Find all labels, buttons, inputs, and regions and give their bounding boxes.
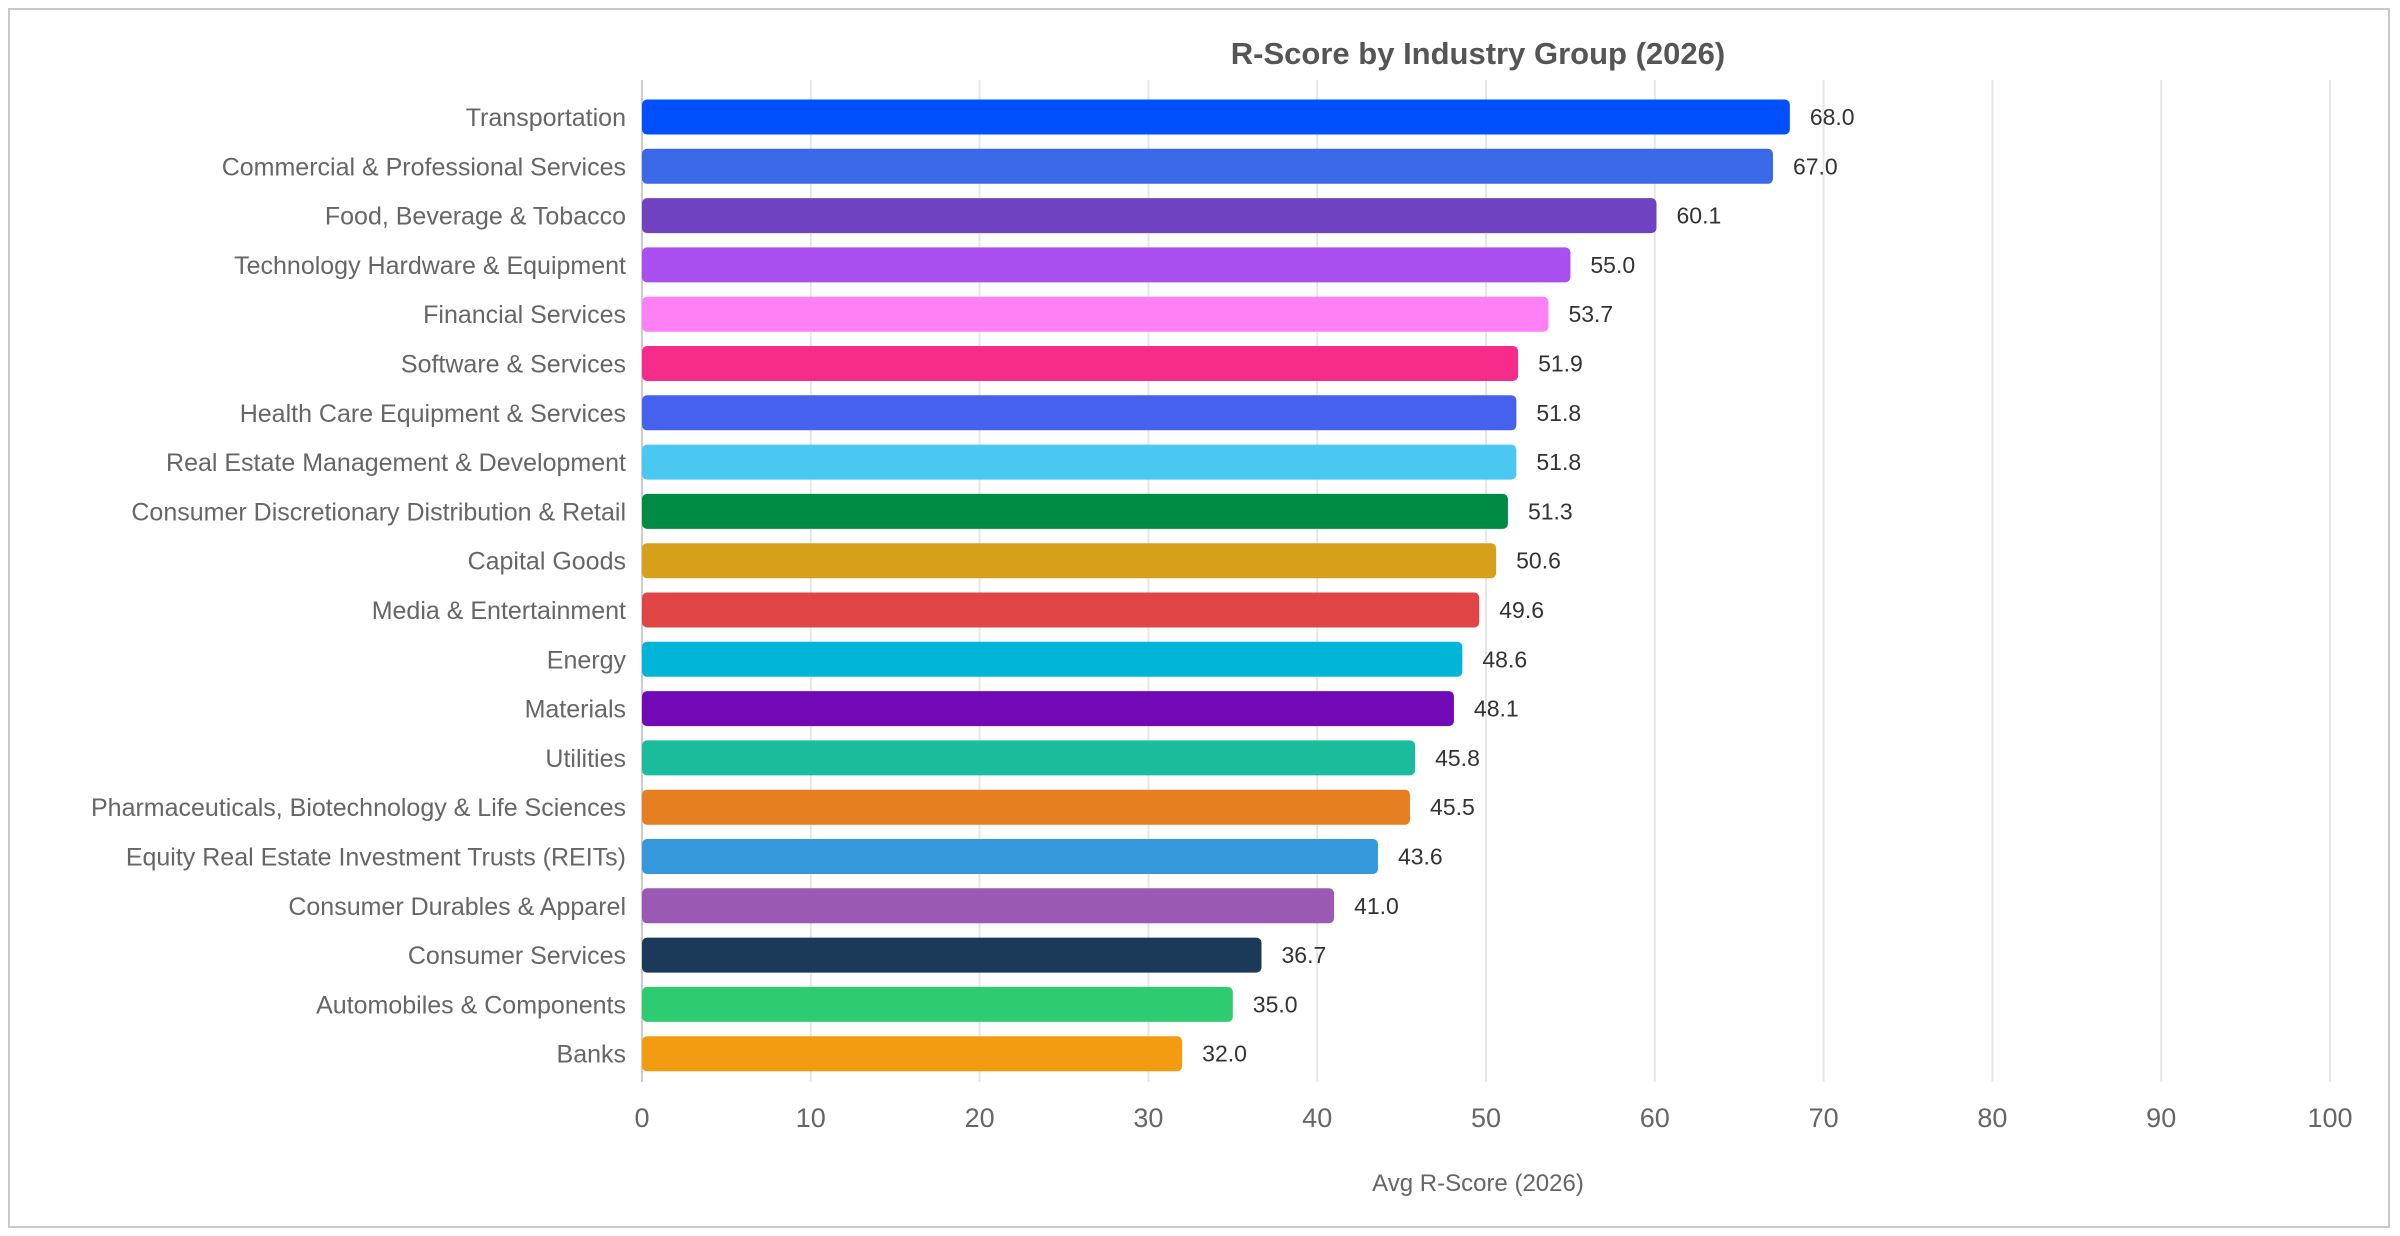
x-tick-label: 60 [1640,1103,1670,1133]
data-label: 43.6 [1398,844,1443,870]
x-tick-label: 20 [965,1103,995,1133]
category-label: Banks [557,1041,626,1069]
bar-chart: Transportation Commercial & Professional … [91,36,2353,1197]
data-label: 51.8 [1536,449,1581,475]
bar [642,789,1411,825]
bar [642,493,1508,529]
bar [642,740,1416,776]
category-label: Energy [547,646,627,674]
data-label: 68.0 [1810,104,1855,130]
category-label: Transportation [466,104,626,132]
category-label: Food, Beverage & Tobacco [325,203,626,231]
data-label: 48.6 [1482,646,1527,672]
bar [642,99,1790,135]
chart-title: R-Score by Industry Group (2026) [1231,36,1725,71]
bar [642,641,1463,677]
x-axis-ticks: 0 10 20 30 40 50 60 70 80 90 100 [634,1103,2352,1133]
bar [642,444,1517,480]
category-label: Consumer Durables & Apparel [288,893,626,921]
bar [642,691,1454,727]
data-label: 49.6 [1499,597,1544,623]
data-label: 51.9 [1538,351,1583,377]
x-tick-label: 70 [1809,1103,1839,1133]
category-label: Automobiles & Components [316,991,626,1019]
data-label: 36.7 [1281,942,1326,968]
category-label: Health Care Equipment & Services [240,400,626,428]
x-tick-label: 30 [1133,1103,1163,1133]
data-label: 45.8 [1435,745,1480,771]
bar [642,198,1657,234]
category-label: Software & Services [401,351,626,379]
bar [642,395,1517,431]
bar [642,592,1480,628]
category-label: Equity Real Estate Investment Trusts (RE… [126,844,626,872]
category-label: Utilities [545,745,626,773]
data-label: 48.1 [1474,696,1519,722]
data-label: 41.0 [1354,893,1399,919]
category-label: Capital Goods [468,548,626,576]
x-tick-label: 10 [796,1103,826,1133]
category-labels: Transportation Commercial & Professional … [91,104,627,1069]
category-label: Commercial & Professional Services [222,153,626,181]
data-label: 32.0 [1202,1041,1247,1067]
category-label: Media & Entertainment [372,597,626,625]
bars [642,99,1790,1072]
data-label: 60.1 [1676,203,1721,229]
data-label: 50.6 [1516,548,1561,574]
bar [642,888,1335,924]
data-label: 67.0 [1793,153,1838,179]
data-label: 51.8 [1536,400,1581,426]
category-label: Pharmaceuticals, Biotechnology & Life Sc… [91,794,626,822]
x-tick-label: 50 [1471,1103,1501,1133]
x-axis-title: Avg R-Score (2026) [1372,1170,1584,1197]
bar [642,543,1497,579]
bar [642,296,1549,332]
category-label: Technology Hardware & Equipment [234,252,626,280]
bar [642,839,1378,874]
category-label: Financial Services [423,301,626,329]
bar [642,247,1571,283]
bar [642,148,1773,184]
data-label: 35.0 [1253,991,1298,1017]
x-tick-label: 100 [2307,1103,2352,1133]
data-label: 51.3 [1528,498,1573,524]
bar [642,937,1262,973]
bar [642,1036,1183,1072]
data-label: 53.7 [1568,301,1613,327]
bar [642,986,1233,1022]
x-tick-label: 0 [634,1103,649,1133]
gridlines [641,80,2331,1082]
bar [642,346,1519,381]
x-tick-label: 80 [1977,1103,2007,1133]
data-label: 45.5 [1430,794,1475,820]
x-tick-label: 90 [2146,1103,2176,1133]
category-label: Consumer Discretionary Distribution & Re… [131,498,626,526]
chart-frame: Transportation Commercial & Professional … [8,8,2390,1228]
x-tick-label: 40 [1302,1103,1332,1133]
category-label: Real Estate Management & Development [166,449,626,477]
data-label: 55.0 [1590,252,1635,278]
category-label: Consumer Services [408,942,626,970]
category-label: Materials [525,696,626,724]
value-labels: 68.0 67.0 60.1 55.0 53.7 51.9 51.8 51.8 51.3 50.6… [1202,104,1854,1067]
